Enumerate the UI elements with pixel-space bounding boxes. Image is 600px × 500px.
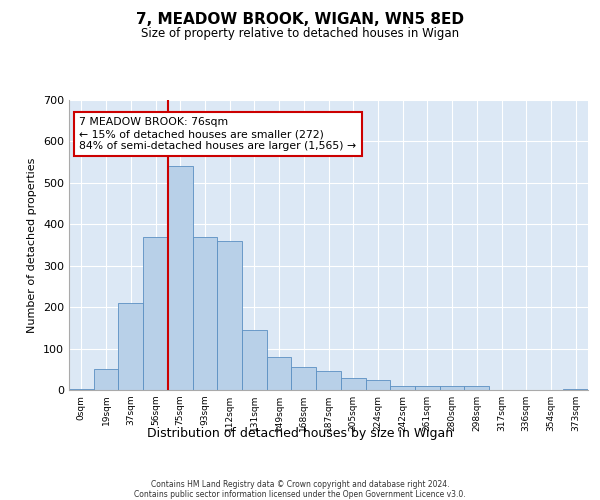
Bar: [69, 389, 94, 390]
Bar: [464, 386, 489, 390]
Bar: [118, 303, 143, 390]
Bar: [390, 386, 415, 390]
Bar: [440, 386, 464, 390]
Text: Distribution of detached houses by size in Wigan: Distribution of detached houses by size …: [147, 428, 453, 440]
Text: 7, MEADOW BROOK, WIGAN, WN5 8ED: 7, MEADOW BROOK, WIGAN, WN5 8ED: [136, 12, 464, 28]
Bar: [316, 372, 341, 390]
Bar: [415, 386, 440, 390]
Bar: [168, 166, 193, 390]
Y-axis label: Number of detached properties: Number of detached properties: [28, 158, 37, 332]
Bar: [193, 236, 217, 390]
Bar: [563, 389, 588, 390]
Bar: [143, 236, 168, 390]
Bar: [292, 367, 316, 390]
Bar: [242, 330, 267, 390]
Bar: [94, 370, 118, 390]
Bar: [341, 378, 365, 390]
Bar: [217, 241, 242, 390]
Text: Contains public sector information licensed under the Open Government Licence v3: Contains public sector information licen…: [134, 490, 466, 499]
Bar: [267, 357, 292, 390]
Text: 7 MEADOW BROOK: 76sqm
← 15% of detached houses are smaller (272)
84% of semi-det: 7 MEADOW BROOK: 76sqm ← 15% of detached …: [79, 118, 356, 150]
Text: Size of property relative to detached houses in Wigan: Size of property relative to detached ho…: [141, 28, 459, 40]
Bar: [365, 380, 390, 390]
Text: Contains HM Land Registry data © Crown copyright and database right 2024.: Contains HM Land Registry data © Crown c…: [151, 480, 449, 489]
